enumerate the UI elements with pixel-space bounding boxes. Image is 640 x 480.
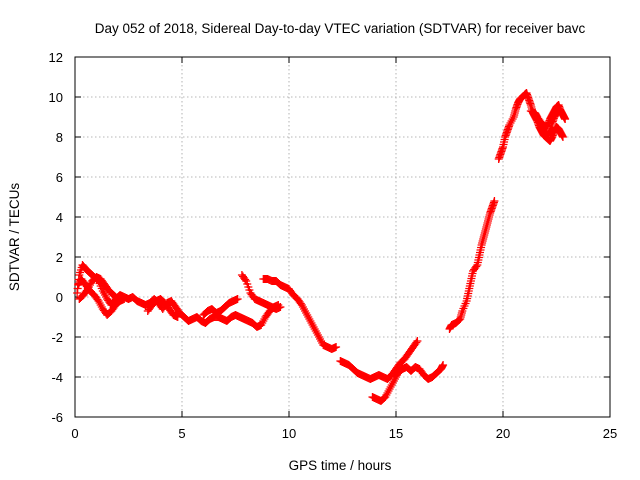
y-axis-label: SDTVAR / TECUs [7, 183, 22, 292]
data-point [332, 343, 341, 351]
y-tick-label: 8 [56, 130, 63, 145]
y-tick-label: 2 [56, 250, 63, 265]
data-point [113, 295, 122, 303]
data-point [439, 361, 448, 369]
grid [75, 57, 610, 417]
y-tick-label: 0 [56, 290, 63, 305]
chart-title: Day 052 of 2018, Sidereal Day-to-day VTE… [95, 21, 586, 36]
y-tick-label: 10 [49, 90, 63, 105]
data-point [412, 338, 421, 347]
x-axis: 0 5 10 15 20 25 [71, 57, 617, 441]
y-tick-label: 12 [49, 50, 63, 65]
data-point [233, 295, 242, 303]
data-point [490, 197, 499, 205]
x-tick-label: 10 [282, 426, 296, 441]
y-tick-label: 6 [56, 170, 63, 185]
data-point [558, 133, 567, 141]
data-points [73, 89, 570, 405]
data-point [413, 337, 422, 345]
y-tick-label: -4 [51, 370, 63, 385]
y-axis: -6 -4 -2 0 2 4 6 8 10 12 [49, 50, 610, 425]
y-tick-label: -6 [51, 410, 63, 425]
plot-frame [74, 56, 611, 418]
data-point [472, 262, 481, 271]
x-axis-label: GPS time / hours [289, 458, 392, 473]
x-tick-label: 0 [71, 426, 78, 441]
x-tick-label: 15 [389, 426, 403, 441]
data-point [561, 115, 570, 123]
x-tick-label: 25 [603, 426, 617, 441]
data-point [508, 115, 517, 123]
data-point [276, 303, 285, 311]
data-point [241, 275, 250, 284]
data-point [112, 294, 121, 302]
data-point [173, 313, 182, 321]
x-tick-label: 20 [496, 426, 510, 441]
y-tick-label: -2 [51, 330, 63, 345]
x-tick-label: 5 [178, 426, 185, 441]
y-tick-label: 4 [56, 210, 63, 225]
